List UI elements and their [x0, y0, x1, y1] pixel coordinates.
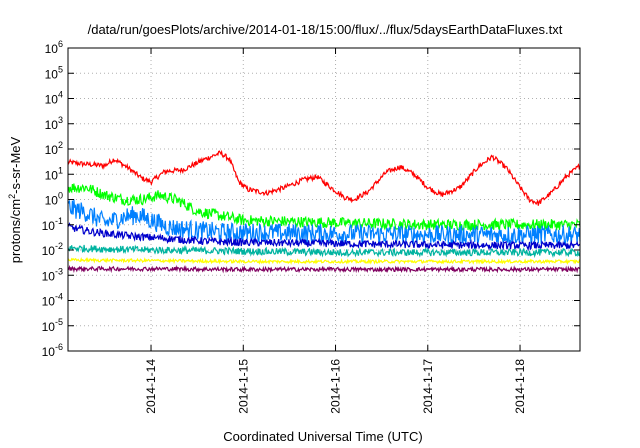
series-line-4 [67, 222, 581, 252]
y-tick-label: 10-5 [42, 317, 63, 334]
y-tick-label: 10-3 [42, 266, 63, 283]
series-line-6 [67, 257, 581, 266]
y-tick-label: 10-4 [42, 292, 63, 309]
series-line-5 [67, 244, 581, 259]
x-tick-label: 2014-1-15 [236, 359, 250, 414]
y-tick-label: 103 [45, 115, 63, 132]
y-tick-label: 10-1 [42, 216, 63, 233]
x-tick-label: 2014-1-16 [329, 359, 343, 414]
y-tick-label: 10-6 [42, 342, 63, 359]
chart-title: /data/run/goesPlots/archive/2014-01-18/1… [88, 22, 563, 37]
series-line-1 [67, 149, 581, 206]
y-tick-label: 102 [45, 140, 63, 157]
y-axis-label: protons/cm2-s-sr-MeV [7, 136, 23, 263]
y-tick-label: 106 [45, 39, 63, 56]
axis-ticks: 10-6 10-5 10-4 10-3 10-2 10-1 100 101 102 103 104 1… [42, 39, 580, 414]
y-tick-label: 104 [45, 90, 63, 107]
x-axis-label: Coordinated Universal Time (UTC) [223, 429, 422, 444]
y-tick-label: 105 [45, 64, 63, 81]
y-tick-label: 10-2 [42, 241, 63, 258]
series-line-7 [67, 264, 581, 274]
series-line-3 [67, 199, 581, 246]
series-line-2 [67, 183, 581, 233]
grid-lines [68, 48, 580, 351]
x-tick-label: 2014-1-14 [144, 359, 158, 414]
y-tick-label: 100 [45, 191, 63, 208]
y-tick-label: 101 [45, 165, 63, 182]
x-tick-label: 2014-1-17 [421, 359, 435, 414]
series-layer [67, 149, 581, 274]
x-tick-label: 2014-1-18 [513, 359, 527, 414]
